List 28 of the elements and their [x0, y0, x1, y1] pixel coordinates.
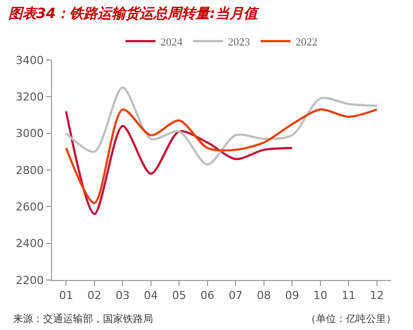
- x-tick-label: 02: [87, 289, 102, 302]
- x-tick-label: 03: [116, 289, 130, 302]
- x-tick-label: 06: [200, 289, 214, 302]
- legend-label: 2023: [228, 36, 250, 48]
- x-tick-label: 01: [59, 289, 74, 302]
- source-note: 来源：交通运输部，国家铁路局: [13, 313, 153, 325]
- text: （单位：亿吨公里）: [306, 313, 396, 325]
- y-tick-label: 3200: [16, 90, 44, 104]
- x-tick-label: 05: [172, 289, 186, 302]
- y-tick-label: 2200: [16, 274, 44, 287]
- y-tick-label: 3000: [16, 127, 44, 140]
- legend-label: 2024: [160, 36, 183, 48]
- y-tick-label: 2600: [16, 200, 44, 214]
- y-tick-label: 2800: [16, 164, 44, 177]
- legend-label: 2022: [296, 36, 318, 48]
- y-tick-label: 2400: [16, 237, 44, 250]
- x-tick-label: 07: [228, 289, 243, 302]
- x-tick-label: 11: [342, 289, 356, 302]
- line-series: [65, 86, 378, 166]
- x-tick-label: 04: [144, 289, 158, 302]
- line-series: [65, 110, 294, 216]
- x-tick-label: 10: [313, 289, 328, 302]
- x-tick-label: 08: [256, 289, 271, 302]
- x-tick-label: 09: [285, 289, 300, 302]
- line-series: [65, 108, 378, 204]
- chart-title: 图表34：铁路运输货运总周转量:当月值: [8, 6, 260, 22]
- y-tick-label: 3400: [16, 54, 44, 67]
- x-tick-label: 12: [370, 289, 384, 302]
